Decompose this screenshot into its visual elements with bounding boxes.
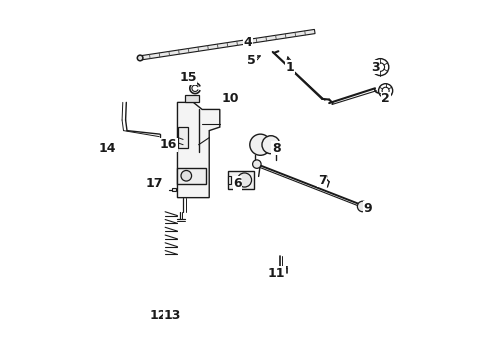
Circle shape [371,59,388,76]
Circle shape [137,55,142,61]
Circle shape [237,173,251,187]
Circle shape [181,171,191,181]
Text: 9: 9 [363,202,371,215]
Text: 1: 1 [285,60,294,73]
Circle shape [357,201,367,212]
Text: 15: 15 [179,71,196,84]
Text: 2: 2 [381,93,389,105]
Text: 12: 12 [149,309,166,322]
Bar [227,171,253,189]
Circle shape [378,84,392,98]
Text: 4: 4 [243,36,252,49]
Circle shape [375,63,384,71]
Text: 3: 3 [370,60,379,73]
Bar [227,176,231,184]
Text: 14: 14 [98,142,116,155]
Text: 11: 11 [267,267,285,280]
Text: 16: 16 [160,138,177,151]
Text: 5: 5 [246,54,255,67]
Bar [184,95,198,102]
Circle shape [252,160,261,168]
Circle shape [249,134,270,155]
Text: 6: 6 [233,177,241,190]
Bar [178,127,188,148]
Text: 7: 7 [317,174,326,186]
Circle shape [381,87,388,94]
Text: 13: 13 [163,309,181,322]
Bar [172,188,175,191]
Polygon shape [140,30,314,60]
Text: 8: 8 [271,142,280,155]
Bar [177,168,205,184]
Text: 17: 17 [145,177,163,190]
Polygon shape [177,102,219,198]
Circle shape [262,136,280,154]
Text: 10: 10 [221,93,239,105]
Circle shape [321,174,326,179]
